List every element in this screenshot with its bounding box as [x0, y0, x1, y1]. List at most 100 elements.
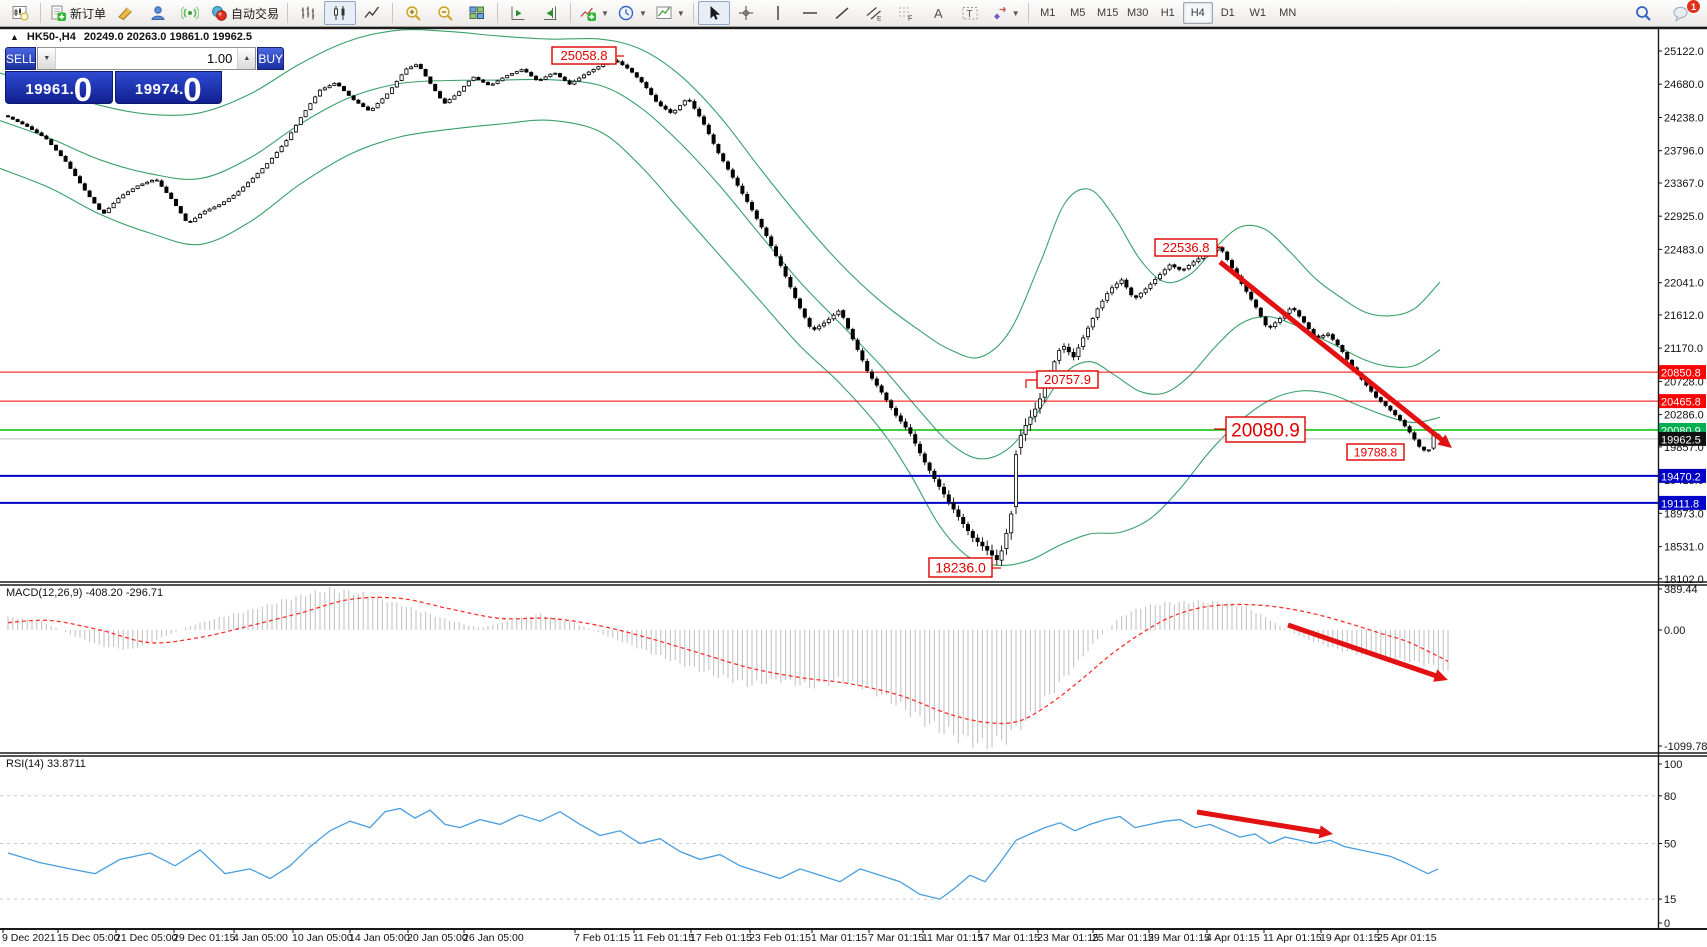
chart-shift-button[interactable] [534, 1, 566, 25]
line-chart-icon [363, 4, 381, 22]
zoom-in-button[interactable] [397, 1, 429, 25]
styles-icon [117, 4, 135, 22]
price-callout-label[interactable]: 19788.8 [1346, 443, 1405, 461]
community-button[interactable] [142, 1, 174, 25]
vline-button[interactable] [762, 1, 794, 25]
text-icon: A [929, 4, 947, 22]
chart-window-button[interactable] [4, 1, 36, 25]
search-button[interactable] [1627, 1, 1659, 25]
horizontal-level-lines[interactable] [0, 371, 1658, 504]
zoom-out-button[interactable] [429, 1, 461, 25]
autotrade-button[interactable]: 自动交易 [206, 1, 283, 25]
svg-text:18236.0: 18236.0 [935, 560, 986, 576]
svg-text:T: T [966, 9, 972, 20]
svg-text:18102.0: 18102.0 [1664, 574, 1704, 586]
sell-price-box[interactable]: 19961. 0 [5, 71, 113, 108]
svg-text:26 Jan 05:00: 26 Jan 05:00 [463, 932, 524, 944]
rsi-label: RSI(14) 33.8711 [6, 758, 86, 770]
svg-text:17 Feb 01:15: 17 Feb 01:15 [690, 932, 752, 944]
sell-price-big-digit: 0 [73, 71, 93, 108]
channel-icon: E [865, 4, 883, 22]
add-indicator-icon [579, 4, 597, 22]
timeframe-button-m15[interactable]: M15 [1097, 7, 1119, 19]
cursor-button[interactable] [697, 1, 730, 25]
bollinger-bands [0, 29, 1441, 566]
collapse-panel-icon[interactable]: ▲ [10, 32, 19, 42]
auto-scroll-button[interactable] [502, 1, 534, 25]
textlabel-icon: T [961, 4, 979, 22]
volume-increase-button[interactable]: ▲ [237, 48, 256, 69]
chat-button[interactable]: 1 [1665, 0, 1701, 25]
buy-price-box[interactable]: 19974. 0 [114, 71, 222, 106]
svg-text:23 Feb 01:15: 23 Feb 01:15 [749, 932, 811, 944]
trendline-icon [833, 4, 851, 22]
volume-input[interactable] [56, 48, 238, 69]
zoom-out-icon [436, 4, 454, 22]
crosshair-button[interactable] [730, 1, 762, 25]
svg-text:15 Dec 05:00: 15 Dec 05:00 [57, 932, 120, 944]
textlabel-button[interactable]: T [954, 1, 986, 25]
price-callout-label[interactable]: 22536.8 [1154, 238, 1223, 257]
svg-text:50: 50 [1664, 839, 1676, 851]
template-icon [655, 4, 673, 22]
text-button[interactable]: A [922, 1, 954, 25]
candle-chart-button[interactable] [324, 1, 357, 25]
timeframe-button-mn[interactable]: MN [1279, 7, 1297, 19]
macd-trend-arrow[interactable] [1287, 622, 1448, 682]
hline-button[interactable] [794, 1, 826, 25]
trendline-button[interactable] [826, 1, 858, 25]
shapes-button[interactable]: ▼ [986, 1, 1024, 25]
timeframe-button-h4[interactable]: H4 [1182, 2, 1213, 24]
tile-windows-button[interactable] [461, 1, 493, 25]
fibonacci-button[interactable]: F [890, 1, 922, 25]
timeframe-button-m1[interactable]: M1 [1040, 7, 1056, 19]
template-button[interactable]: ▼ [651, 1, 689, 25]
timeframe-button-h1[interactable]: H1 [1160, 7, 1175, 19]
buy-button[interactable]: BUY [257, 47, 285, 70]
styles-button[interactable] [110, 1, 142, 25]
price-axis[interactable]: 25122.0 24680.0 24238.0 23796.0 23367.0 22925… [1658, 46, 1707, 930]
auto-scroll-icon [509, 4, 527, 22]
svg-text:11 Apr 01:15: 11 Apr 01:15 [1263, 932, 1322, 944]
price-callout-label[interactable]: 20757.9 [1025, 370, 1099, 389]
price-callout-label[interactable]: 18236.0 [928, 557, 1001, 578]
drawing-objects[interactable]: 25058.8 22536.8 20757.9 20080.9 19788.8 18236… [551, 46, 1452, 839]
svg-text:19 Apr 01:15: 19 Apr 01:15 [1320, 932, 1380, 944]
toolbar-separator [287, 3, 289, 23]
chevron-down-icon: ▼ [1011, 8, 1020, 18]
sell-button[interactable]: SELL [5, 47, 37, 70]
timeframe-button-m30[interactable]: M30 [1127, 7, 1149, 19]
community-icon [149, 4, 167, 22]
timeframe-button-m5[interactable]: M5 [1070, 7, 1086, 19]
svg-text:19788.8: 19788.8 [1354, 445, 1398, 459]
sell-price: 19961 [25, 81, 70, 98]
search-icon [1634, 4, 1652, 22]
rsi-indicator [0, 795, 1658, 900]
price-callout-label[interactable]: 20080.9 [1214, 416, 1306, 443]
svg-text:80: 80 [1664, 791, 1676, 803]
new-order-button-label: 新订单 [70, 6, 107, 21]
bar-chart-button[interactable] [292, 1, 324, 25]
svg-text:19111.8: 19111.8 [1661, 498, 1699, 510]
line-chart-button[interactable] [356, 1, 388, 25]
channel-button[interactable]: E [858, 1, 890, 25]
timeframe-button-d1[interactable]: D1 [1220, 7, 1235, 19]
timeframe-button-w1[interactable]: W1 [1249, 7, 1266, 19]
add-indicator-button[interactable]: ▼ [575, 1, 613, 25]
signals-button[interactable] [174, 1, 206, 25]
price-callout-label[interactable]: 25058.8 [551, 46, 624, 65]
svg-text:23796.0: 23796.0 [1664, 146, 1704, 158]
volume-decrease-button[interactable]: ▼ [38, 48, 57, 69]
price-trend-arrow[interactable] [1218, 260, 1452, 448]
chart-title-row: ▲ HK50-,H4 20249.0 20263.0 19861.0 19962… [10, 31, 252, 43]
svg-text:100: 100 [1664, 759, 1682, 771]
svg-text:25122.0: 25122.0 [1664, 46, 1704, 58]
periods-button[interactable]: ▼ [613, 1, 651, 25]
toolbar: 新订单 自动交易 ▼ ▼ ▼ E F A T ▼ M1 M5 M15 M30 H1 H4 D1 W1 MN 1 [0, 0, 1707, 27]
svg-text:10 Jan 05:00: 10 Jan 05:00 [292, 932, 353, 944]
rsi-trend-arrow[interactable] [1196, 809, 1333, 839]
svg-text:0.00: 0.00 [1664, 625, 1685, 637]
new-order-button[interactable]: 新订单 [45, 1, 110, 25]
